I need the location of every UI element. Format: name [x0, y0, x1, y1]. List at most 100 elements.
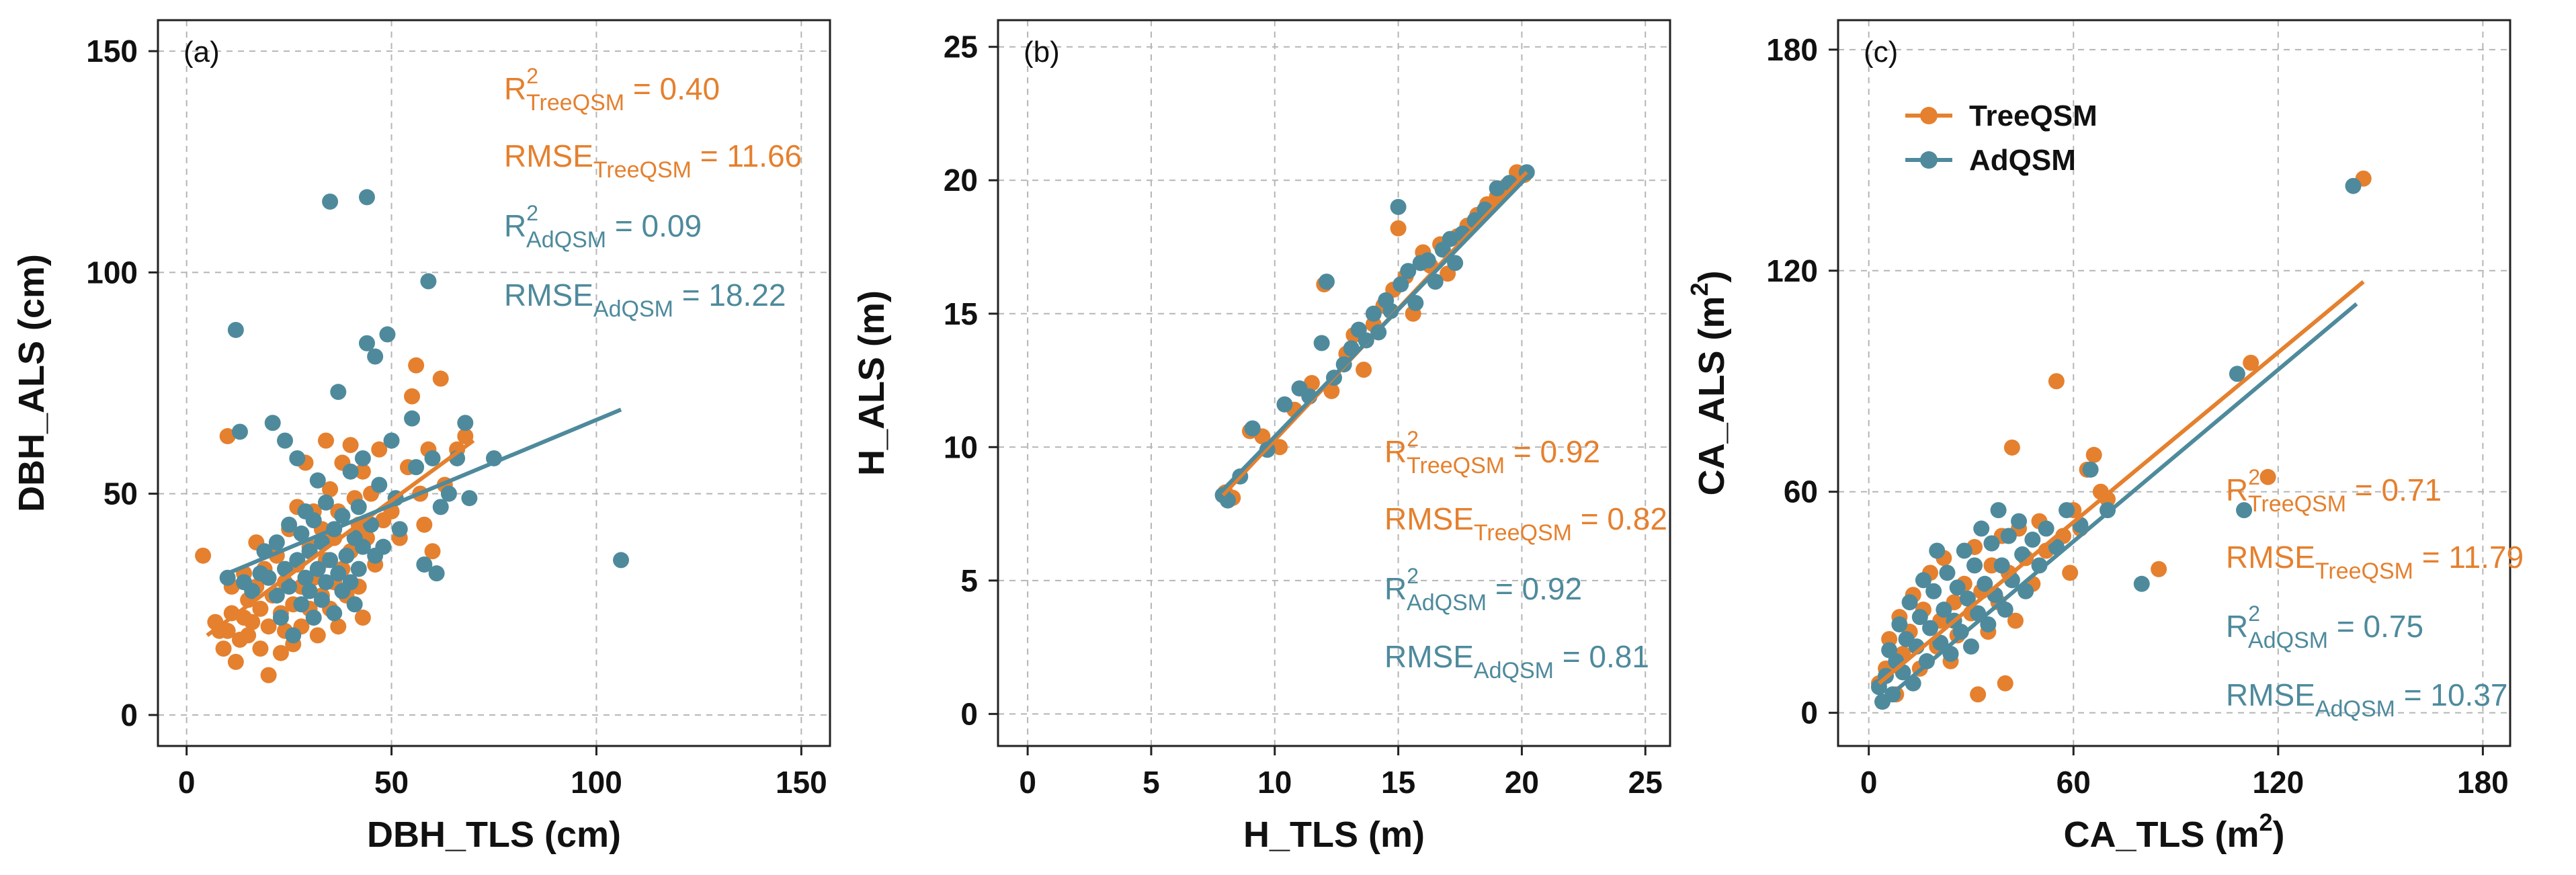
data-point: [1318, 274, 1335, 290]
plot-frame: [157, 19, 831, 747]
data-point: [1936, 601, 1952, 618]
data-point: [1915, 572, 1931, 589]
data-point: [1390, 198, 1407, 215]
data-point: [2236, 502, 2253, 519]
data-point: [2007, 612, 2024, 629]
data-point: [1313, 335, 1330, 351]
data-point: [354, 463, 371, 480]
data-point: [330, 618, 347, 635]
panel-a: 0 50 100 150 0 50 100 150 (a) R2 TreeQSM = 0.40 RMS…: [11, 19, 831, 855]
legend-marker-treeqsm: [1920, 107, 1938, 124]
data-point: [334, 507, 351, 524]
data-point: [1997, 675, 2013, 692]
y-tick-label: 15: [944, 296, 978, 331]
data-point: [358, 335, 375, 351]
fit-line-treeqsm: [1877, 280, 2365, 685]
data-point: [354, 450, 371, 466]
data-point: [1219, 492, 1236, 509]
data-point: [330, 565, 347, 582]
stat-annotation: RMSETreeQSM = 0.82: [1384, 501, 1667, 546]
fit-line-adqsm: [1218, 173, 1531, 494]
y-tick-label: 100: [86, 255, 138, 290]
data-point: [2243, 354, 2259, 371]
data-point: [322, 552, 339, 569]
data-point: [2031, 557, 2048, 574]
data-point: [420, 273, 437, 290]
data-point: [313, 591, 330, 608]
data-point: [1419, 252, 1436, 269]
stat-annotation: R2 TreeQSM = 0.71: [2226, 465, 2442, 517]
y-tick-label: 120: [1766, 253, 1818, 288]
data-point: [1901, 594, 1918, 611]
data-point: [613, 552, 630, 569]
data-point: [2003, 439, 2020, 456]
data-point: [1980, 616, 1997, 633]
data-point: [252, 640, 269, 657]
data-point: [424, 450, 441, 466]
data-point: [408, 357, 425, 374]
data-point: [338, 547, 355, 564]
data-point: [350, 560, 367, 577]
data-point: [1997, 601, 2013, 618]
x-tick-label: 25: [1628, 765, 1663, 800]
data-point: [2133, 575, 2150, 592]
x-axis-label: H_TLS (m): [1243, 815, 1425, 855]
panel-label: (a): [183, 36, 220, 69]
data-point: [252, 600, 269, 617]
data-point: [1407, 294, 1424, 311]
data-point: [322, 194, 339, 210]
data-point: [309, 472, 326, 489]
data-point: [1323, 382, 1340, 399]
data-point: [244, 583, 261, 599]
data-point: [1489, 180, 1505, 197]
data-point: [318, 494, 334, 511]
series-adqsm: [1870, 177, 2362, 710]
data-point: [1977, 575, 1993, 592]
data-point: [1400, 263, 1417, 280]
x-axis-label: DBH_TLS (cm): [367, 815, 621, 855]
data-point: [326, 605, 343, 622]
data-point: [350, 499, 367, 515]
data-point: [1966, 557, 1983, 574]
series-adqsm: [219, 189, 630, 644]
data-point: [1276, 396, 1293, 413]
panel-c: 0 60 120 180 0 60 120 180 (c) R2 TreeQSM = 0.71 RMS…: [1686, 19, 2524, 855]
data-point: [342, 574, 359, 591]
y-tick-label: 50: [103, 476, 138, 511]
data-point: [1303, 375, 1320, 391]
data-point: [293, 525, 310, 542]
data-point: [1990, 502, 2007, 519]
data-point: [432, 499, 449, 515]
data-point: [416, 556, 433, 573]
data-point: [227, 653, 244, 670]
data-point: [457, 428, 474, 445]
data-point: [2259, 468, 2276, 485]
x-tick-label: 60: [2056, 765, 2091, 800]
data-point: [260, 618, 277, 635]
data-point: [416, 516, 433, 533]
data-point: [223, 605, 240, 622]
legend-label: TreeQSM: [1969, 99, 2097, 132]
data-point: [1922, 620, 1939, 636]
data-point: [1272, 439, 1288, 456]
data-point: [215, 640, 232, 657]
stat-annotation: RMSEAdQSM = 0.81: [1384, 639, 1649, 683]
data-point: [264, 415, 281, 431]
data-point: [1356, 362, 1372, 378]
data-point: [1881, 631, 1898, 648]
data-point: [1959, 590, 1976, 607]
data-point: [309, 627, 326, 644]
x-tick-label: 0: [1860, 765, 1878, 800]
fit-line-adqsm: [1881, 302, 2358, 704]
data-point: [227, 321, 244, 338]
y-tick-label: 5: [960, 563, 978, 598]
y-tick-label: 0: [960, 696, 978, 731]
data-point: [354, 538, 371, 555]
x-tick-label: 10: [1257, 765, 1292, 800]
y-tick-label: 10: [944, 429, 978, 464]
data-point: [293, 596, 310, 613]
data-point: [346, 596, 363, 613]
data-point: [260, 667, 277, 683]
data-point: [1929, 542, 1946, 559]
series-adqsm: [1214, 164, 1535, 509]
